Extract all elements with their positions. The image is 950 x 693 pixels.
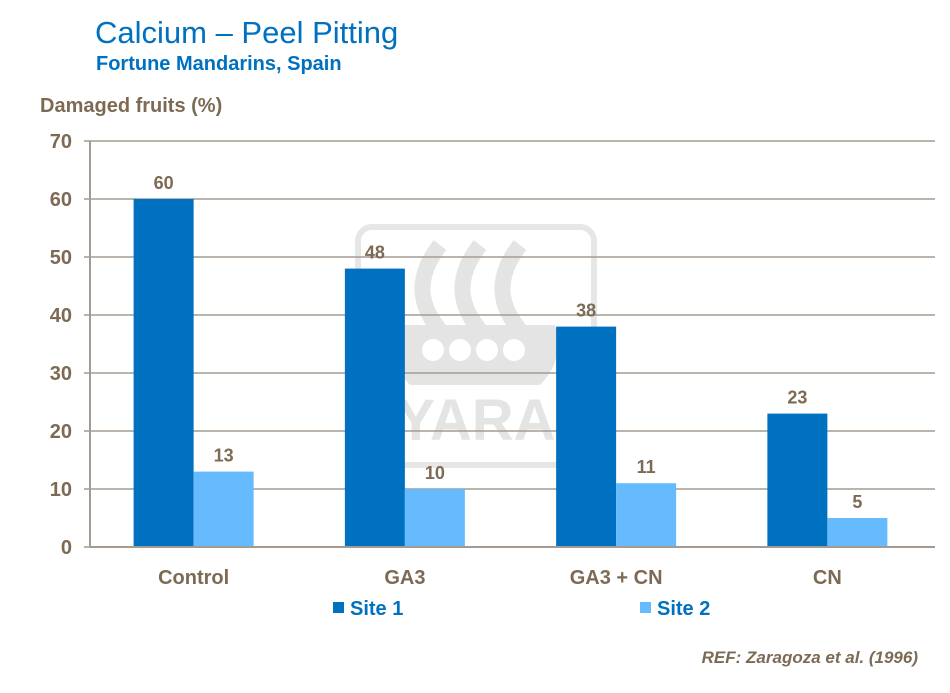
chart-title: Calcium – Peel Pitting xyxy=(95,15,399,50)
legend-swatch xyxy=(333,602,344,613)
data-label: 5 xyxy=(852,492,862,512)
x-tick-label: Control xyxy=(158,567,229,589)
bar-site-2 xyxy=(616,483,677,547)
chart-subtitle: Fortune Mandarins, Spain xyxy=(96,53,342,75)
data-label: 11 xyxy=(637,457,656,477)
y-axis-label: Damaged fruits (%) xyxy=(40,95,223,117)
bar-site-1 xyxy=(133,199,194,547)
legend-swatch xyxy=(640,602,651,613)
bar-site-1 xyxy=(344,268,405,547)
bar-site-2 xyxy=(404,489,465,547)
bar-site-1 xyxy=(767,413,828,547)
y-tick-label: 70 xyxy=(50,131,72,153)
data-label: 10 xyxy=(425,463,445,483)
x-tick-label: GA3 + CN xyxy=(570,567,663,589)
x-tick-label: GA3 xyxy=(384,567,425,589)
reference-note: REF: Zaragoza et al. (1996) xyxy=(701,648,918,667)
x-tick-label: CN xyxy=(813,567,842,589)
legend-label: Site 2 xyxy=(657,598,710,620)
data-label: 38 xyxy=(576,301,596,321)
bar-site-2 xyxy=(193,471,254,547)
y-tick-label: 30 xyxy=(50,363,72,385)
y-tick-label: 50 xyxy=(50,247,72,269)
bar-site-2 xyxy=(827,518,888,547)
data-label: 13 xyxy=(214,446,234,466)
bar-site-1 xyxy=(556,326,617,547)
y-tick-label: 0 xyxy=(61,537,72,559)
legend-label: Site 1 xyxy=(350,598,403,620)
watermark-text: YARA xyxy=(396,388,555,453)
y-tick-label: 20 xyxy=(50,421,72,443)
y-tick-label: 60 xyxy=(50,189,72,211)
yara-watermark-logo: YARA xyxy=(355,224,597,468)
y-tick-label: 10 xyxy=(50,479,72,501)
data-label: 23 xyxy=(787,388,807,408)
y-tick-label: 40 xyxy=(50,305,72,327)
data-label: 48 xyxy=(365,243,385,263)
data-label: 60 xyxy=(154,173,174,193)
